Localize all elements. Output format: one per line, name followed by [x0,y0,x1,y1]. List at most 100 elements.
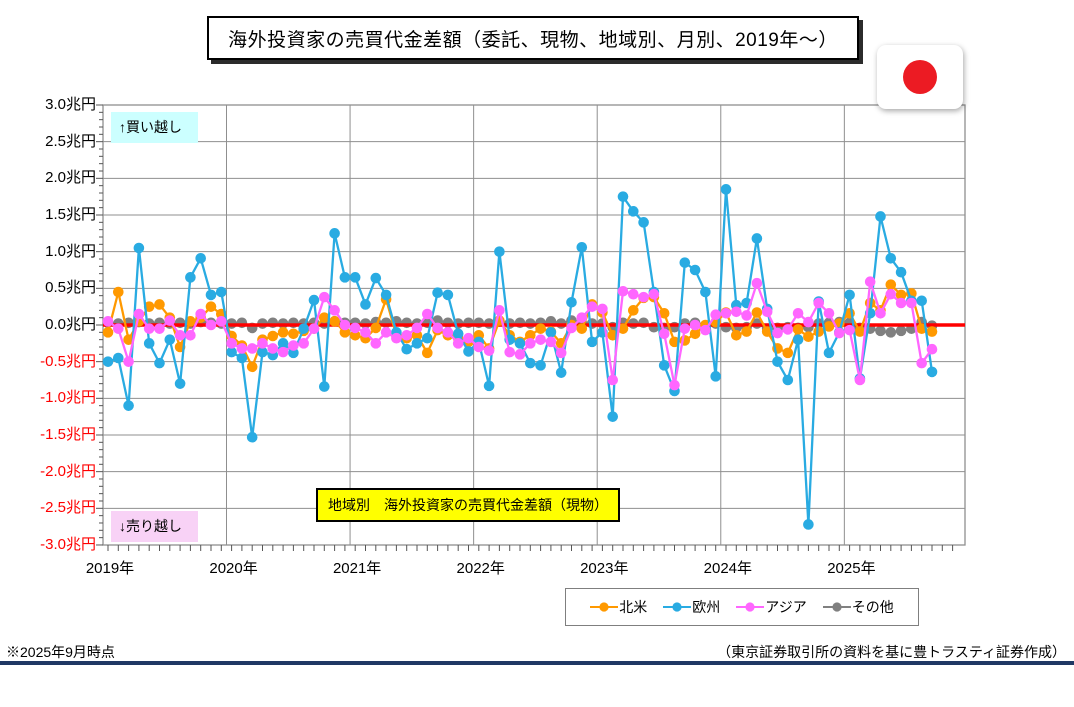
y-axis-label: -2.5兆円 [40,499,96,517]
data-point [895,266,907,278]
data-point [267,330,279,342]
japan-flag-icon [877,45,963,109]
data-point [329,305,340,316]
chart-title-box: 海外投資家の売買代金差額（委託、現物、地域別、月別、2019年～） [207,16,859,60]
data-point [576,241,588,253]
data-point [452,338,464,349]
data-point [895,289,907,301]
data-point [628,305,639,316]
data-point [246,343,258,354]
data-point [422,332,433,344]
data-point [700,286,711,298]
data-point [483,345,495,356]
data-point [689,319,701,331]
data-point [535,334,546,345]
data-point [205,289,217,301]
legend-item-北米: 北米 [590,597,647,617]
data-point [823,307,835,319]
data-point [926,343,938,355]
data-point [720,307,732,319]
data-point [483,380,495,392]
legend-marker-icon [822,602,851,612]
data-point [422,347,433,359]
data-point [185,329,196,341]
data-point [370,338,382,349]
data-point [813,297,824,309]
data-point [195,308,206,320]
data-point [216,316,227,327]
legend-marker-icon [590,602,619,612]
data-point [349,329,361,341]
data-point [174,378,186,389]
data-point [555,347,567,359]
data-point [689,328,701,340]
data-point [555,367,567,378]
legend-label: 北米 [619,599,648,615]
data-point [679,323,691,334]
y-axis-label: 0.0兆円 [45,316,96,333]
data-point [329,316,340,327]
data-point [308,323,320,334]
y-axis-label: 3.0兆円 [45,96,96,113]
data-point [525,338,536,349]
data-point [844,289,855,301]
data-point [319,312,330,323]
data-point [319,291,330,303]
chart-title: 海外投資家の売買代金差額（委託、現物、地域別、月別、2019年～） [228,29,838,51]
bottom-divider [0,661,1074,665]
data-point [689,264,701,276]
data-point [751,307,763,318]
data-point [638,291,649,303]
data-point [916,357,927,369]
legend-item-その他: その他 [822,597,894,617]
data-point [566,322,577,334]
data-point [277,346,289,358]
data-point [792,324,804,335]
data-point [844,324,855,336]
data-point [885,252,897,264]
flag-red-circle-icon [903,60,937,94]
legend-marker-icon [663,602,692,612]
data-point [298,338,309,349]
data-point [360,327,371,338]
data-point [143,323,155,334]
data-point [535,360,546,371]
data-point [411,329,423,341]
data-point [288,347,299,359]
data-point [813,326,824,337]
data-point [864,276,876,288]
data-point [854,374,866,386]
data-point [123,334,134,345]
data-point [205,319,217,331]
data-point [113,286,124,298]
data-point [133,242,145,254]
data-point [875,307,886,319]
data-point [463,332,474,344]
data-point [401,343,413,355]
data-point [545,327,557,338]
data-point [895,325,907,337]
data-point [401,329,413,341]
data-point [916,295,927,307]
data-point [329,228,340,239]
x-axis-label: 2020年 [209,560,258,577]
data-point [226,346,237,358]
y-axis-label: -0.5兆円 [40,352,96,370]
data-point [576,323,588,334]
data-point [710,371,721,382]
data-point [473,341,485,353]
data-point [782,347,794,359]
data-point [277,327,289,338]
data-point [236,352,248,364]
data-point [154,357,165,369]
data-point [102,327,114,338]
data-point [349,272,361,283]
data-point [154,299,165,310]
data-point [494,246,505,257]
data-point [463,346,474,357]
data-point [586,336,598,348]
data-point [257,346,268,358]
data-point [123,356,134,367]
data-point [731,306,742,318]
data-point [792,307,804,319]
